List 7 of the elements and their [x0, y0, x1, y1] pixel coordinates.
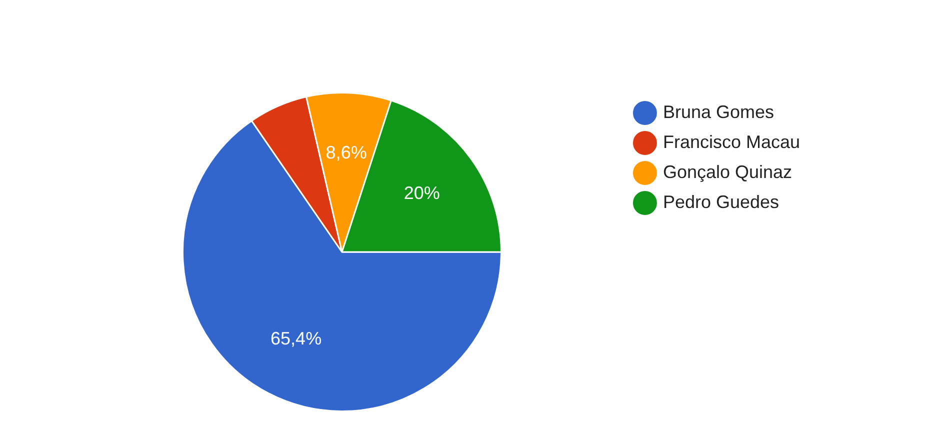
data-label: 8,6%	[326, 142, 367, 162]
legend-label: Francisco Macau	[662, 132, 800, 152]
legend-label: Pedro Guedes	[662, 192, 780, 212]
data-label: 20%	[404, 182, 440, 203]
data-label: 65,4%	[270, 328, 322, 348]
legend-label: Gonçalo Quinaz	[662, 162, 792, 182]
legend-label: Bruna Gomes	[662, 102, 774, 122]
